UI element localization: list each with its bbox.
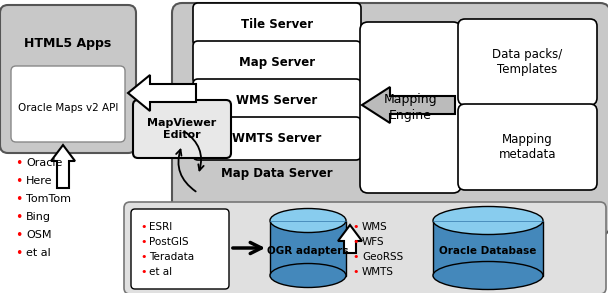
Bar bbox=[433, 221, 543, 275]
Text: Bing: Bing bbox=[26, 212, 51, 222]
Text: WMTS: WMTS bbox=[362, 267, 394, 277]
Text: Map Data Server: Map Data Server bbox=[221, 166, 333, 180]
FancyBboxPatch shape bbox=[193, 41, 361, 84]
Text: OSM: OSM bbox=[26, 230, 52, 240]
Bar bbox=[270, 221, 346, 275]
Text: •: • bbox=[140, 222, 147, 232]
FancyBboxPatch shape bbox=[193, 3, 361, 46]
Text: et al: et al bbox=[26, 248, 50, 258]
Ellipse shape bbox=[433, 261, 543, 289]
Text: WMS: WMS bbox=[362, 222, 388, 232]
Text: •: • bbox=[352, 222, 359, 232]
FancyBboxPatch shape bbox=[124, 202, 606, 293]
FancyBboxPatch shape bbox=[131, 209, 229, 289]
Ellipse shape bbox=[433, 207, 543, 234]
FancyBboxPatch shape bbox=[193, 117, 361, 160]
Text: Mapping
metadata: Mapping metadata bbox=[499, 133, 556, 161]
Ellipse shape bbox=[270, 263, 346, 287]
FancyBboxPatch shape bbox=[172, 3, 608, 235]
Polygon shape bbox=[362, 87, 455, 123]
Text: •: • bbox=[15, 175, 22, 188]
Text: Oracle Maps v2 API: Oracle Maps v2 API bbox=[18, 103, 118, 113]
Text: •: • bbox=[140, 237, 147, 247]
Text: ESRI: ESRI bbox=[149, 222, 172, 232]
Text: •: • bbox=[15, 156, 22, 169]
Text: Map Server: Map Server bbox=[239, 56, 315, 69]
Text: WFS: WFS bbox=[362, 237, 385, 247]
Text: WMS Server: WMS Server bbox=[237, 94, 317, 107]
FancyBboxPatch shape bbox=[458, 19, 597, 105]
FancyBboxPatch shape bbox=[360, 22, 461, 193]
Text: •: • bbox=[352, 267, 359, 277]
Polygon shape bbox=[51, 145, 75, 188]
Text: et al: et al bbox=[149, 267, 172, 277]
Text: HTML5 Apps: HTML5 Apps bbox=[24, 37, 112, 50]
Text: Oracle: Oracle bbox=[26, 158, 63, 168]
Text: Mapping
Engine: Mapping Engine bbox=[384, 93, 437, 122]
Text: Oracle Database: Oracle Database bbox=[440, 246, 537, 256]
Ellipse shape bbox=[270, 209, 346, 233]
FancyBboxPatch shape bbox=[11, 66, 125, 142]
Text: •: • bbox=[15, 229, 22, 241]
Text: Data packs/
Templates: Data packs/ Templates bbox=[492, 48, 562, 76]
Text: •: • bbox=[15, 193, 22, 205]
Polygon shape bbox=[128, 75, 196, 111]
Text: •: • bbox=[15, 210, 22, 224]
FancyBboxPatch shape bbox=[133, 100, 231, 158]
Text: GeoRSS: GeoRSS bbox=[362, 252, 403, 262]
FancyBboxPatch shape bbox=[0, 5, 136, 153]
Text: •: • bbox=[15, 246, 22, 260]
Text: •: • bbox=[352, 237, 359, 247]
Text: Here: Here bbox=[26, 176, 52, 186]
Text: TomTom: TomTom bbox=[26, 194, 71, 204]
Text: Tile Server: Tile Server bbox=[241, 18, 313, 31]
Text: •: • bbox=[140, 252, 147, 262]
Polygon shape bbox=[338, 225, 362, 253]
Text: PostGIS: PostGIS bbox=[149, 237, 188, 247]
FancyBboxPatch shape bbox=[193, 79, 361, 122]
Text: MapViewer
Editor: MapViewer Editor bbox=[147, 118, 216, 140]
Text: WMTS Server: WMTS Server bbox=[232, 132, 322, 145]
FancyBboxPatch shape bbox=[458, 104, 597, 190]
Text: OGR adapters: OGR adapters bbox=[268, 246, 349, 256]
Text: •: • bbox=[352, 252, 359, 262]
Text: •: • bbox=[140, 267, 147, 277]
Text: Teradata: Teradata bbox=[149, 252, 194, 262]
